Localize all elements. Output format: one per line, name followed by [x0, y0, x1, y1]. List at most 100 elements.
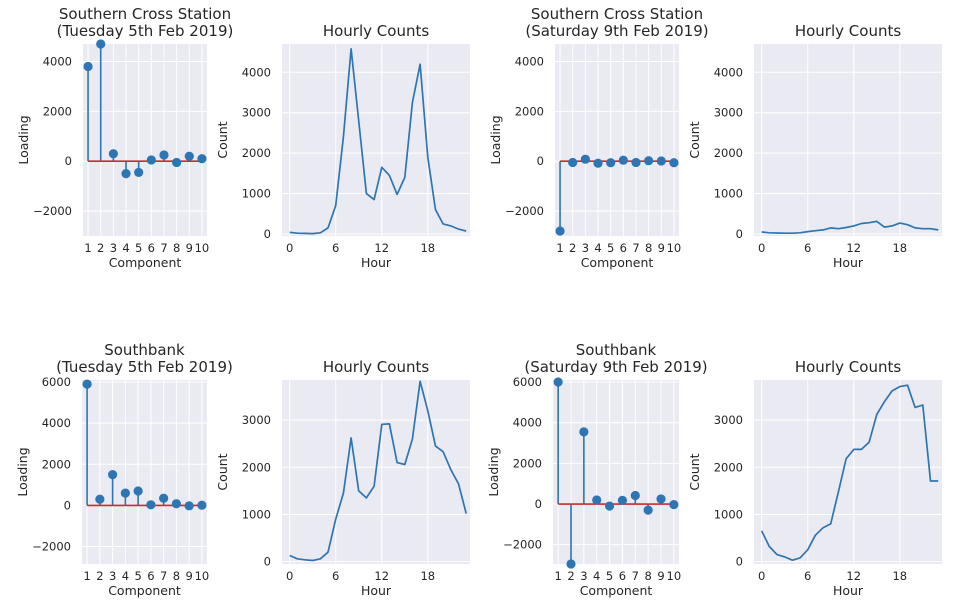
x-tick-label: 8 — [173, 569, 180, 583]
y-tick-label: 4000 — [43, 54, 72, 68]
y-tick-label: 0 — [736, 227, 743, 241]
x-tick-label: 6 — [148, 241, 155, 255]
stem-marker — [108, 469, 118, 480]
y-tick-label: 2000 — [515, 104, 544, 118]
y-axis-label: Loading — [15, 447, 30, 496]
x-tick-label: 5 — [606, 569, 613, 583]
plot-background — [553, 380, 679, 564]
x-axis-label: Hour — [833, 255, 864, 270]
y-tick-label: 4000 — [513, 416, 542, 430]
y-tick-label: 0 — [537, 154, 544, 168]
y-tick-label: 4000 — [515, 54, 544, 68]
y-axis-label: Loading — [486, 447, 501, 496]
y-tick-label: 2000 — [714, 460, 743, 474]
y-tick-label: 1000 — [714, 187, 743, 201]
chart-title: (Saturday 9th Feb 2019) — [525, 22, 708, 40]
y-tick-label: 6000 — [513, 375, 542, 389]
stem-marker — [82, 379, 92, 389]
stem-marker — [184, 151, 194, 161]
y-tick-label: 0 — [264, 555, 271, 569]
chart-8: 0 6 12 18 0 1000 2000 3000 Hourly Counts Hour Coun… — [687, 358, 942, 598]
x-tick-label: 1 — [554, 569, 561, 583]
plot-background — [754, 380, 942, 564]
y-tick-label: 0 — [736, 555, 743, 569]
chart-4: 0 6 12 18 0 1000 2000 3000 4000 Hourly Counts Hour… — [687, 22, 942, 270]
y-tick-label: 2000 — [43, 104, 72, 118]
stem-marker — [95, 494, 105, 504]
x-tick-label: 7 — [632, 241, 639, 255]
chart-title: Hourly Counts — [323, 358, 429, 376]
x-tick-label: 9 — [658, 241, 665, 255]
x-tick-label: 10 — [667, 569, 682, 583]
chart-title: (Tuesday 5th Feb 2019) — [56, 358, 233, 376]
stem-marker — [604, 501, 615, 511]
y-tick-label: 4000 — [42, 416, 71, 430]
y-tick-label: −2000 — [33, 204, 72, 218]
x-tick-label: 6 — [620, 241, 627, 255]
plot-background — [282, 44, 470, 236]
x-tick-label: 1 — [84, 241, 91, 255]
y-tick-label: 1000 — [242, 507, 271, 521]
stem-marker — [592, 495, 602, 505]
x-tick-label: 9 — [657, 569, 664, 583]
y-tick-label: 2000 — [513, 456, 542, 470]
x-tick-label: 18 — [892, 241, 907, 255]
series-line — [761, 220, 939, 235]
x-tick-label: 5 — [135, 241, 142, 255]
chart-3: 1 2 3 4 5 6 7 8 9 10 −2000 0 2000 4000 Southern Cross … — [488, 5, 709, 270]
x-tick-label: 5 — [134, 569, 141, 583]
y-tick-label: 4000 — [242, 65, 271, 79]
series-line — [760, 384, 939, 562]
chart-7: 1 2 3 4 5 6 7 8 9 10 −2000 0 2000 4000 6000 Southbank(S… — [486, 341, 708, 598]
y-axis-label: Count — [687, 453, 702, 490]
stem-marker — [631, 157, 641, 168]
x-tick-label: 12 — [846, 241, 861, 255]
chart-title: Southbank — [104, 341, 185, 359]
x-tick-label: 6 — [147, 569, 154, 583]
x-tick-label: 1 — [556, 241, 563, 255]
y-axis-label: Count — [215, 453, 230, 490]
y-tick-label: 3000 — [242, 413, 271, 427]
stem-marker — [579, 427, 589, 437]
x-tick-label: 4 — [594, 241, 601, 255]
y-axis-label: Count — [215, 121, 230, 158]
y-tick-label: −2000 — [32, 540, 71, 554]
x-tick-label: 8 — [644, 569, 651, 583]
stem-marker — [83, 61, 93, 72]
x-axis-label: Component — [581, 255, 654, 270]
x-tick-label: 6 — [619, 569, 626, 583]
x-tick-label: 2 — [569, 241, 576, 255]
chart-1: 1 2 3 4 5 6 7 8 9 10 −2000 0 2000 4000 Southern Cross … — [16, 5, 233, 270]
x-tick-label: 18 — [420, 241, 435, 255]
x-axis-label: Component — [108, 583, 181, 598]
x-tick-label: 4 — [593, 569, 600, 583]
stem-marker — [669, 500, 679, 510]
x-tick-label: 4 — [122, 569, 129, 583]
x-tick-label: 12 — [846, 569, 861, 583]
x-axis-label: Hour — [361, 255, 392, 270]
x-tick-label: 2 — [97, 241, 104, 255]
x-tick-label: 2 — [567, 569, 574, 583]
x-tick-label: 6 — [332, 569, 339, 583]
x-tick-label: 0 — [286, 241, 293, 255]
x-axis-label: Component — [109, 255, 182, 270]
x-tick-label: 2 — [96, 569, 103, 583]
y-tick-label: 2000 — [242, 460, 271, 474]
stem-marker — [184, 501, 194, 511]
stem-marker — [656, 156, 666, 166]
plot-background — [555, 44, 679, 236]
x-tick-label: 9 — [186, 241, 193, 255]
y-tick-label: 0 — [264, 227, 271, 241]
stem-marker — [593, 158, 603, 168]
y-tick-label: −2000 — [505, 204, 544, 218]
x-tick-label: 6 — [804, 241, 811, 255]
x-tick-label: 10 — [667, 241, 682, 255]
y-tick-label: 0 — [535, 497, 542, 511]
stem-marker — [630, 490, 640, 501]
stem-marker — [553, 377, 563, 387]
y-tick-label: 1000 — [714, 507, 743, 521]
stem-marker — [555, 226, 565, 236]
y-tick-label: −2000 — [503, 538, 542, 552]
x-tick-label: 0 — [286, 569, 293, 583]
